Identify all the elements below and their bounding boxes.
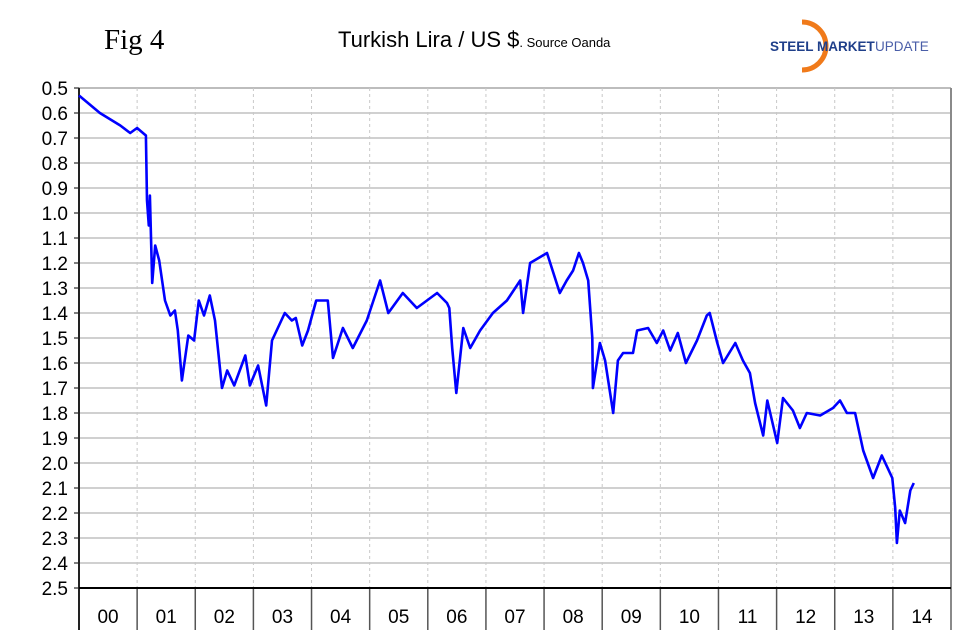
x-category-label: 01: [156, 607, 177, 628]
y-tick-label: 2.3: [42, 529, 68, 550]
y-tick-label: 1.5: [42, 329, 68, 350]
x-category-label: 11: [738, 607, 758, 628]
x-category-label: 09: [621, 607, 642, 628]
x-category-label: 05: [388, 607, 409, 628]
x-category-label: 12: [795, 607, 816, 628]
x-category-label: 13: [853, 607, 874, 628]
steel-market-update-logo: STEEL MARKET UPDATE: [770, 19, 929, 73]
y-tick-label: 0.9: [42, 179, 68, 200]
x-category-label: 08: [563, 607, 584, 628]
x-category-label: 00: [97, 607, 118, 628]
chart-title-text: Turkish Lira / US $: [338, 27, 520, 52]
x-category-label: 03: [272, 607, 293, 628]
svg-text:UPDATE: UPDATE: [875, 39, 929, 54]
x-category-label: 07: [504, 607, 525, 628]
y-tick-label: 0.6: [42, 104, 68, 125]
x-category-label: 10: [679, 607, 700, 628]
y-tick-label: 2.0: [42, 454, 68, 475]
y-tick-label: 1.9: [42, 429, 68, 450]
series-line: [78, 94, 915, 545]
chart-title: Turkish Lira / US $. Source Oanda: [338, 27, 610, 53]
y-tick-label: 1.6: [42, 354, 68, 375]
figure-label: Fig 4: [104, 24, 165, 56]
y-tick-label: 2.4: [42, 554, 69, 575]
y-tick-label: 2.2: [42, 504, 68, 525]
y-tick-label: 1.0: [42, 204, 68, 225]
y-tick-label: 1.4: [42, 304, 69, 325]
y-tick-label: 1.1: [42, 229, 68, 250]
x-category-label: 02: [214, 607, 235, 628]
y-tick-label: 2.5: [42, 579, 68, 600]
y-tick-label: 1.2: [42, 254, 68, 275]
chart-subtitle: . Source Oanda: [519, 35, 611, 50]
y-tick-label: 1.3: [42, 279, 68, 300]
y-tick-label: 1.7: [42, 379, 68, 400]
svg-text:STEEL MARKET: STEEL MARKET: [770, 39, 876, 54]
x-category-label: 06: [446, 607, 467, 628]
y-tick-label: 0.5: [42, 79, 68, 100]
y-tick-label: 0.8: [42, 154, 68, 175]
y-tick-label: 2.1: [42, 479, 68, 500]
y-tick-label: 0.7: [42, 129, 68, 150]
logo-arc-icon: [801, 19, 829, 73]
y-tick-label: 1.8: [42, 404, 68, 425]
x-category-label: 04: [330, 607, 352, 628]
x-category-label: 14: [911, 607, 933, 628]
